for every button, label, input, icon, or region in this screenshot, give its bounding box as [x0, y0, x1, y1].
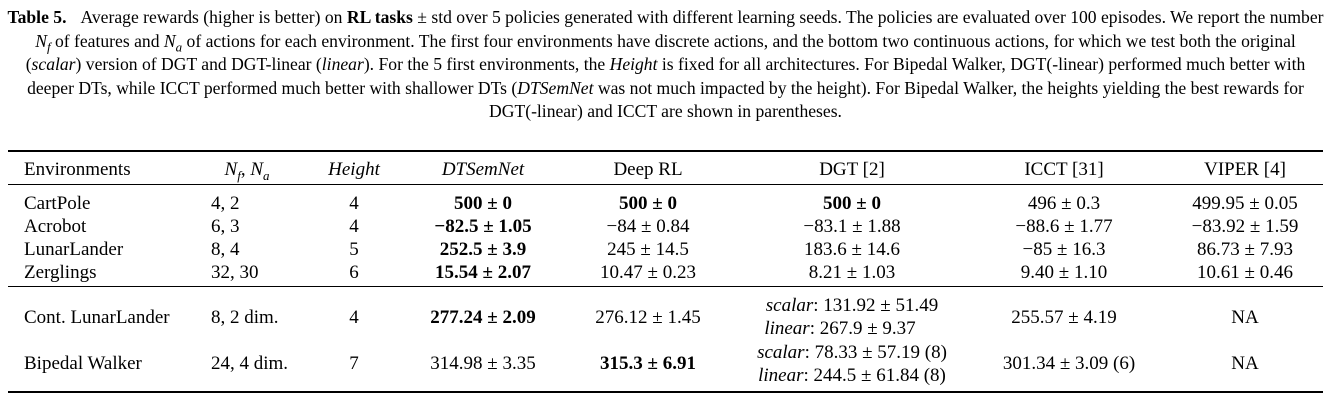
cell-env: Zerglings: [24, 262, 97, 283]
caption-bold-rl-tasks: RL tasks: [346, 7, 413, 27]
cell-height: 4: [349, 193, 359, 214]
cell-deeprl: 245 ± 14.5: [607, 239, 689, 260]
header-nf-na: Nf, Na: [224, 159, 270, 183]
cell-nfna: 4, 2: [211, 193, 240, 214]
cell-deeprl: 10.47 ± 0.23: [600, 262, 696, 283]
cell-viper: NA: [1231, 307, 1259, 328]
cell-dgt-linear: linear: 267.9 ± 9.37: [764, 318, 916, 339]
cell-dtsemnet: 500 ± 0: [454, 193, 512, 214]
caption-na: N: [163, 30, 176, 51]
cell-viper: 10.61 ± 0.46: [1197, 262, 1293, 283]
cell-viper: 86.73 ± 7.93: [1197, 239, 1293, 260]
cell-env: Cont. LunarLander: [24, 307, 170, 328]
cell-dgt-scalar: scalar: 131.92 ± 51.49: [765, 295, 939, 316]
cell-env: Acrobot: [24, 216, 87, 237]
cell-deeprl: 276.12 ± 1.45: [595, 307, 701, 328]
cell-nfna: 8, 4: [211, 239, 240, 260]
cell-nfna: 24, 4 dim.: [211, 353, 289, 374]
caption-height: Height: [609, 54, 658, 74]
caption-text-7: is fixed for all architectures. For Bipe…: [27, 54, 1306, 98]
cell-dgt: 8.21 ± 1.03: [808, 262, 896, 283]
cell-env: CartPole: [24, 193, 91, 214]
header-height: Height: [328, 159, 380, 180]
header-viper: VIPER [4]: [1204, 159, 1286, 180]
caption-text-4: of actions for each environment. The fir…: [25, 30, 1296, 75]
caption-text-3: of features and: [50, 30, 164, 51]
cell-dgt-linear: linear: 244.5 ± 61.84 (8): [758, 365, 946, 386]
cell-height: 7: [349, 353, 359, 374]
header-dgt: DGT [2]: [819, 159, 885, 180]
caption-text-1: Average rewards (higher is better) on: [80, 7, 347, 27]
header-environments: Environments: [24, 159, 131, 180]
caption-text-5: ) version of DGT and DGT-linear (: [75, 54, 322, 74]
cell-dgt-scalar: scalar: 78.33 ± 57.19 (8): [757, 342, 947, 363]
cell-dtsemnet: −82.5 ± 1.05: [434, 216, 532, 237]
cell-dgt: 500 ± 0: [823, 193, 881, 214]
header-icct: ICCT [31]: [1024, 159, 1104, 180]
cell-dtsemnet: 277.24 ± 2.09: [430, 307, 536, 328]
cell-dtsemnet: 15.54 ± 2.07: [435, 262, 531, 283]
caption-scalar: scalar: [31, 54, 76, 74]
cell-viper: 499.95 ± 0.05: [1192, 193, 1298, 214]
cell-icct: 496 ± 0.3: [1027, 193, 1101, 214]
cell-env: LunarLander: [24, 239, 124, 260]
caption-dtsemnet: DTSemNet: [517, 77, 594, 98]
cell-deeprl: 500 ± 0: [619, 193, 677, 214]
cell-height: 6: [349, 262, 359, 283]
caption-na-sub: a: [175, 39, 183, 55]
cell-icct: 9.40 ± 1.10: [1020, 262, 1108, 283]
cell-icct: 255.57 ± 4.19: [1011, 307, 1117, 328]
caption-label: Table 5.: [7, 7, 67, 27]
cell-nfna: 6, 3: [211, 216, 240, 237]
cell-nfna: 32, 30: [211, 262, 259, 283]
cell-icct: −85 ± 16.3: [1022, 239, 1106, 260]
cell-viper: −83.92 ± 1.59: [1191, 216, 1299, 237]
caption-nf: N: [35, 30, 47, 51]
caption-nf-sub: f: [46, 39, 51, 55]
cell-viper: NA: [1231, 353, 1259, 374]
cell-icct: 301.34 ± 3.09 (6): [1002, 353, 1136, 374]
cell-dtsemnet: 314.98 ± 3.35: [430, 353, 536, 374]
header-dtsemnet: DTSemNet: [441, 159, 525, 180]
cell-dgt: 183.6 ± 14.6: [804, 239, 900, 260]
cell-env: Bipedal Walker: [24, 353, 142, 374]
cell-height: 4: [349, 216, 359, 237]
cell-nfna: 8, 2 dim.: [211, 307, 279, 328]
caption-linear: linear: [321, 54, 364, 74]
header-rule: [8, 184, 1323, 185]
cell-height: 4: [349, 307, 359, 328]
caption-text-2: ± std over 5 policies generated with dif…: [412, 7, 1324, 27]
caption-text-6: ). For the 5 first environments, the: [363, 54, 610, 74]
caption-text-8: was not much impacted by the height). Fo…: [489, 77, 1304, 122]
cell-height: 5: [349, 239, 359, 260]
cell-icct: −88.6 ± 1.77: [1015, 216, 1113, 237]
mid-rule: [8, 286, 1323, 287]
table-caption: Table 5. Average rewards (higher is bette…: [6, 6, 1325, 124]
cell-dgt: −83.1 ± 1.88: [803, 216, 901, 237]
cell-dtsemnet: 252.5 ± 3.9: [439, 239, 527, 260]
bottom-rule: [8, 391, 1323, 393]
top-rule: [8, 150, 1323, 152]
header-deep-rl: Deep RL: [613, 159, 683, 180]
cell-deeprl: −84 ± 0.84: [606, 216, 690, 237]
cell-deeprl: 315.3 ± 6.91: [600, 353, 696, 374]
